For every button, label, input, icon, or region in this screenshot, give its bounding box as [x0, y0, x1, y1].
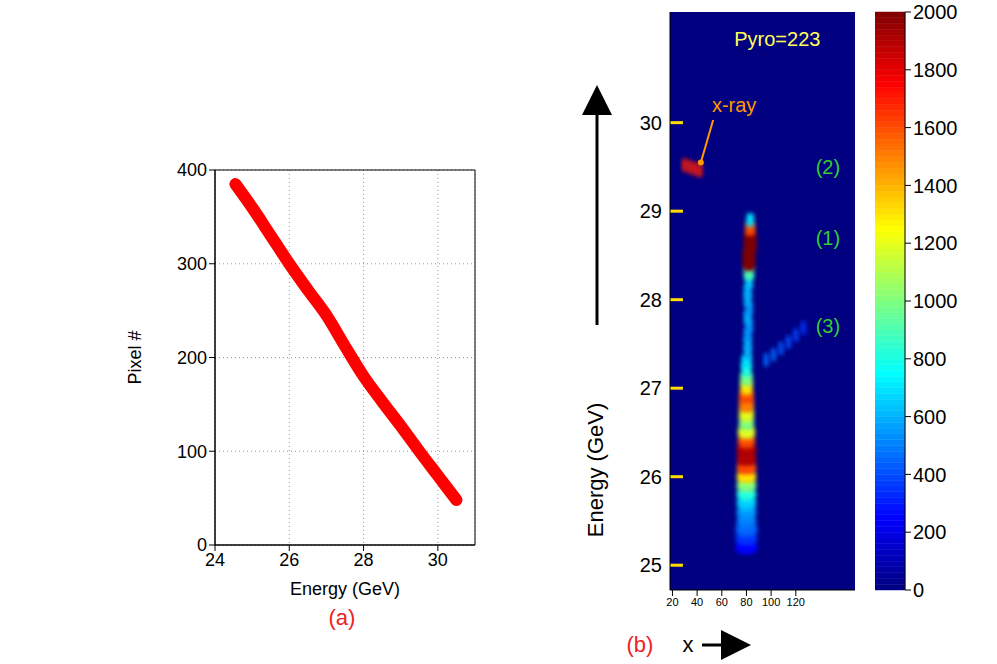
svg-text:(b): (b)	[627, 632, 654, 657]
svg-text:30: 30	[428, 550, 448, 570]
svg-text:Energy (GeV): Energy (GeV)	[290, 579, 400, 599]
svg-text:24: 24	[205, 550, 225, 570]
svg-text:0: 0	[913, 579, 924, 601]
svg-text:26: 26	[640, 466, 662, 488]
svg-text:1000: 1000	[913, 290, 958, 312]
svg-text:80: 80	[740, 596, 752, 608]
svg-text:(3): (3)	[816, 315, 840, 337]
svg-text:1800: 1800	[913, 59, 958, 81]
svg-text:800: 800	[913, 348, 946, 370]
svg-text:26: 26	[279, 550, 299, 570]
svg-text:2000: 2000	[913, 1, 958, 23]
svg-text:100: 100	[762, 596, 780, 608]
svg-text:28: 28	[354, 550, 374, 570]
svg-text:(a): (a)	[329, 605, 356, 630]
svg-text:1200: 1200	[913, 232, 958, 254]
svg-text:400: 400	[913, 464, 946, 486]
svg-text:30: 30	[640, 112, 662, 134]
svg-text:28: 28	[640, 289, 662, 311]
svg-text:x: x	[683, 632, 694, 657]
svg-text:1400: 1400	[913, 175, 958, 197]
svg-text:60: 60	[716, 596, 728, 608]
svg-text:29: 29	[640, 200, 662, 222]
svg-text:Pyro=223: Pyro=223	[734, 28, 820, 50]
svg-text:20: 20	[666, 596, 678, 608]
svg-text:200: 200	[913, 521, 946, 543]
svg-text:Pixel #: Pixel #	[125, 330, 145, 384]
svg-text:300: 300	[177, 254, 207, 274]
svg-text:1600: 1600	[913, 117, 958, 139]
svg-text:200: 200	[177, 348, 207, 368]
svg-text:(1): (1)	[816, 227, 840, 249]
svg-text:27: 27	[640, 377, 662, 399]
svg-text:600: 600	[913, 406, 946, 428]
svg-text:Energy (GeV): Energy (GeV)	[583, 403, 608, 538]
svg-text:40: 40	[691, 596, 703, 608]
svg-text:100: 100	[177, 442, 207, 462]
svg-text:(2): (2)	[816, 156, 840, 178]
svg-text:120: 120	[787, 596, 805, 608]
svg-text:x-ray: x-ray	[712, 94, 756, 116]
svg-text:25: 25	[640, 554, 662, 576]
svg-text:400: 400	[177, 160, 207, 180]
svg-text:0: 0	[197, 535, 207, 555]
